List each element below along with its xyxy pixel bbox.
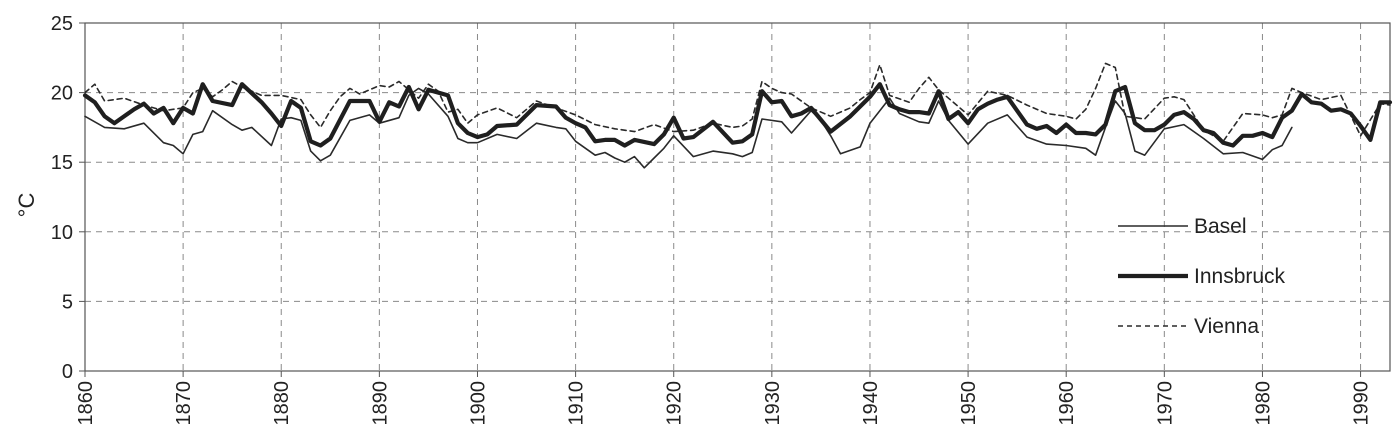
series-layer xyxy=(82,62,1393,169)
x-tick-label: 1950 xyxy=(958,381,980,426)
y-tick-label: 10 xyxy=(51,222,73,244)
legend-label-innsbruck: Innsbruck xyxy=(1194,265,1286,288)
x-tick-label: 1860 xyxy=(75,381,97,426)
y-tick-label: 15 xyxy=(51,152,73,174)
y-axis-title: °C xyxy=(14,193,39,218)
x-tick-label: 1930 xyxy=(762,381,784,426)
grid xyxy=(85,23,1390,371)
legend-label-basel: Basel xyxy=(1194,215,1247,238)
series-line-vienna xyxy=(84,62,1391,143)
y-tick-label: 0 xyxy=(62,361,73,383)
y-axis-tick-labels: 0 5 10 15 20 25 xyxy=(51,13,85,383)
y-tick-label: 20 xyxy=(51,83,73,105)
x-tick-label: 1870 xyxy=(173,381,195,426)
legend-label-vienna: Vienna xyxy=(1194,315,1259,338)
legend: Basel Innsbruck Vienna xyxy=(1118,215,1286,338)
y-tick-label: 5 xyxy=(62,291,73,313)
series-line-innsbruck xyxy=(82,82,1393,148)
x-tick-label: 1960 xyxy=(1056,381,1078,426)
plot-frame xyxy=(84,22,1391,372)
x-axis-tick-labels: 1860 1870 1880 1890 1900 1910 1920 1930 1940 1950… xyxy=(75,371,1373,426)
x-tick-label: 1900 xyxy=(467,381,489,426)
x-tick-label: 1980 xyxy=(1252,381,1274,426)
x-tick-label: 1880 xyxy=(271,381,293,426)
x-tick-label: 1890 xyxy=(369,381,391,426)
series-line-basel xyxy=(84,87,1293,169)
x-tick-label: 1970 xyxy=(1154,381,1176,426)
x-tick-label: 1910 xyxy=(566,381,588,426)
x-tick-label: 1940 xyxy=(860,381,882,426)
y-tick-label: 25 xyxy=(51,13,73,35)
x-tick-label: 1920 xyxy=(664,381,686,426)
x-tick-label: 1990 xyxy=(1351,381,1373,426)
